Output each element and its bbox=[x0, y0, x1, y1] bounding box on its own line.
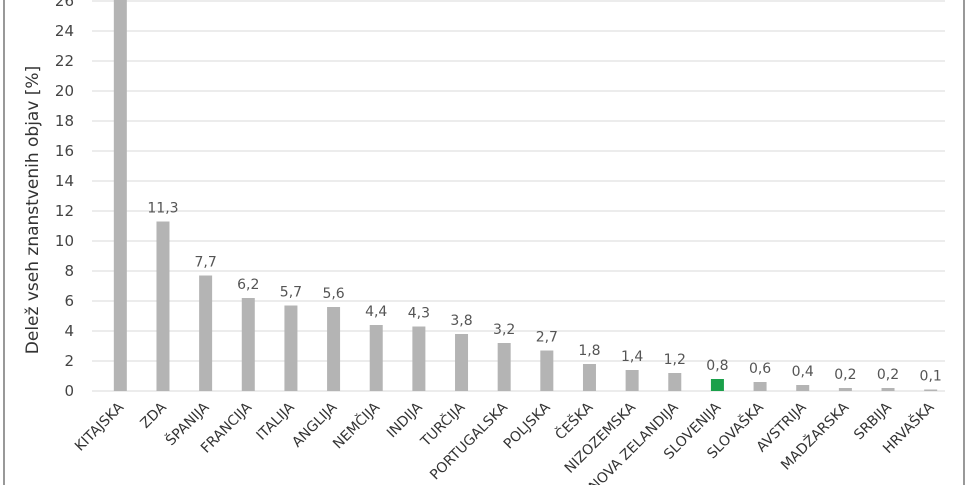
data-label: 1,8 bbox=[578, 343, 600, 359]
y-tick-label: 4 bbox=[64, 322, 74, 340]
bar bbox=[455, 334, 469, 391]
category-label: ZDA bbox=[137, 399, 170, 432]
y-tick-label: 6 bbox=[64, 292, 74, 310]
y-tick-label: 14 bbox=[55, 172, 74, 190]
data-labels: 11,3 7,7 6,2 5,7 5,6 4,4 4,3 3,8 3,2 2,7 1,8 1,4 1,2… bbox=[147, 201, 941, 385]
category-label: KITAJSKA bbox=[72, 399, 127, 454]
bar bbox=[284, 305, 298, 391]
bar bbox=[924, 389, 938, 391]
data-label: 0,6 bbox=[749, 361, 771, 377]
y-tick-label: 20 bbox=[55, 82, 74, 100]
data-label: 7,7 bbox=[194, 255, 216, 271]
data-label: 0,4 bbox=[792, 364, 814, 380]
bar bbox=[156, 221, 170, 391]
y-tick-label: 12 bbox=[55, 202, 74, 220]
bar bbox=[710, 379, 724, 391]
data-label: 0,1 bbox=[920, 369, 942, 385]
data-label: 0,8 bbox=[706, 358, 728, 374]
data-label: 3,8 bbox=[450, 313, 472, 329]
bar bbox=[113, 0, 127, 391]
bar bbox=[327, 307, 341, 391]
y-tick-label: 18 bbox=[55, 112, 74, 130]
y-tick-label: 8 bbox=[64, 262, 74, 280]
category-label: POLJSKA bbox=[501, 399, 554, 452]
category-labels: KITAJSKA ZDAŠPANIJAFRANCIJAITALIJAANGLIJA… bbox=[72, 398, 938, 485]
bar bbox=[540, 350, 554, 391]
bar bbox=[497, 343, 511, 391]
category-label: NEMČIJA bbox=[329, 398, 384, 453]
data-label: 4,4 bbox=[365, 304, 387, 320]
category-label: INDIJA bbox=[384, 399, 426, 441]
bars bbox=[113, 0, 938, 391]
data-label: 11,3 bbox=[147, 201, 178, 217]
y-tick-label: 24 bbox=[55, 22, 74, 40]
data-label: 5,7 bbox=[280, 285, 302, 301]
bar bbox=[796, 385, 810, 391]
y-tick-label: 2 bbox=[64, 352, 74, 370]
bar bbox=[838, 388, 852, 391]
y-tick-label: 0 bbox=[64, 382, 74, 400]
y-tick-label: 10 bbox=[55, 232, 74, 250]
bar bbox=[625, 370, 639, 391]
data-label: 1,4 bbox=[621, 349, 643, 365]
data-label: 3,2 bbox=[493, 322, 515, 338]
gridlines bbox=[92, 0, 945, 392]
bar bbox=[753, 382, 767, 391]
bar bbox=[668, 373, 682, 391]
data-label: 0,2 bbox=[834, 367, 856, 383]
y-tick-label: 16 bbox=[55, 142, 74, 160]
data-label: 2,7 bbox=[536, 330, 558, 346]
category-label: PORTUGALSKA bbox=[427, 399, 511, 483]
chart-frame bbox=[3, 0, 965, 485]
bar bbox=[582, 364, 596, 391]
bar bbox=[241, 298, 255, 391]
data-label: 4,3 bbox=[408, 306, 430, 322]
y-tick-label: 26 bbox=[55, 0, 74, 10]
data-label: 5,6 bbox=[322, 286, 344, 302]
data-label: 6,2 bbox=[237, 277, 259, 293]
y-axis-title: Delež vseh znanstvenih objav [%] bbox=[23, 66, 43, 354]
bar bbox=[881, 388, 895, 391]
bar bbox=[412, 326, 426, 391]
data-label: 1,2 bbox=[664, 352, 686, 368]
bar bbox=[369, 325, 383, 391]
bar bbox=[199, 275, 213, 391]
data-label: 0,2 bbox=[877, 367, 899, 383]
y-tick-label: 22 bbox=[55, 52, 74, 70]
